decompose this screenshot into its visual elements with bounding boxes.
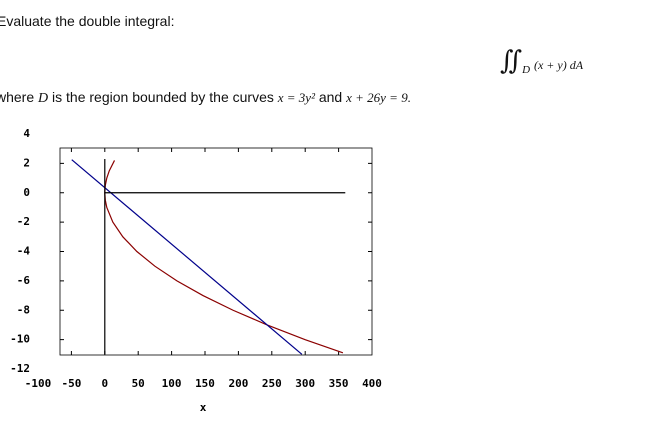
y-tick-label: -8 [17,303,30,316]
integral-symbol: ∬ [500,46,523,75]
curve1: x = 3y² [277,90,315,105]
y-tick-label: -12 [10,362,30,375]
x-tick-label: 100 [162,377,182,390]
x-tick-label: -100 [25,377,52,390]
y-tick-label: -2 [17,215,30,228]
statement: where D is the region bounded by the cur… [0,89,411,107]
x-axis-label: x [200,401,207,414]
y-tick-label: 2 [23,156,30,169]
integral: ∬D (x + y) dA [500,46,583,76]
y-tick-label: 4 [23,127,30,140]
and: and [318,89,343,105]
curve [104,160,344,354]
curve2: x + 26y = 9. [346,90,411,105]
x-tick-label: 300 [295,377,315,390]
region-var: D [38,91,49,106]
x-tick-label: 150 [195,377,215,390]
x-tick-label: 50 [132,377,145,390]
y-tick-label: -6 [17,274,31,287]
intro: Evaluate the double integral: [0,13,175,29]
x-tick-label: -50 [61,377,81,390]
bounded: is the region bounded by the curves [52,89,274,105]
y-tick-label: -4 [17,245,31,258]
integral-domain: D [522,63,531,76]
y-tick-label: 0 [23,186,30,199]
y-tick-label: -10 [10,333,30,346]
x-tick-label: 0 [101,377,108,390]
curve [71,159,303,355]
x-tick-label: 400 [362,377,382,390]
x-tick-label: 350 [329,377,349,390]
integrand: (x + y) dA [533,58,584,72]
x-tick-label: 250 [262,377,282,390]
where: where [0,89,35,105]
x-tick-label: 200 [228,377,248,390]
